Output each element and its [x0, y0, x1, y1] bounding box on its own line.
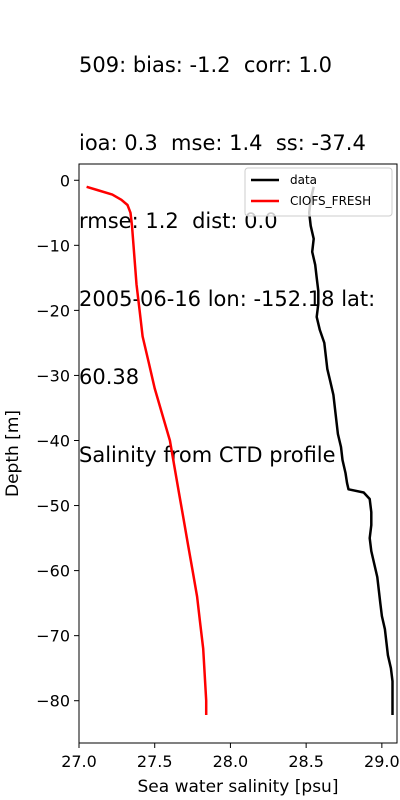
plot-lines [86, 185, 394, 715]
legend-label: CIOFS_FRESH [290, 194, 371, 208]
legend-label: data [290, 173, 317, 187]
legend: data CIOFS_FRESH [244, 167, 393, 217]
y-tick-label: −50 [36, 497, 70, 516]
title-line: rmse: 1.2 dist: 0.0 [79, 209, 278, 233]
title-line: Salinity from CTD profile [79, 443, 336, 467]
legend-box [244, 167, 393, 217]
y-tick-label: −60 [36, 562, 70, 581]
x-axis-label: Sea water salinity [psu] [138, 777, 339, 797]
x-tick-label: 29.0 [364, 752, 400, 771]
y-axis: 0 −10 −20 −30 −40 −50 −60 −70 −80 [36, 171, 79, 711]
title-line: 60.38 [79, 365, 140, 389]
y-axis-label: Depth [m] [3, 410, 23, 497]
y-tick-label: −10 [36, 236, 70, 255]
x-axis: 27.0 27.5 28.0 28.5 29.0 [61, 743, 400, 771]
series-line-ciofs-fresh [86, 185, 208, 715]
y-tick-label: −80 [36, 692, 70, 711]
y-tick-label: −40 [36, 431, 70, 450]
title-line: 509: bias: -1.2 corr: 1.0 [79, 53, 332, 77]
y-tick-label: −20 [36, 301, 70, 320]
plot-frame [78, 163, 398, 744]
y-tick-label: 0 [60, 171, 70, 190]
x-tick-label: 28.5 [288, 752, 324, 771]
series-line-data [307, 186, 394, 715]
x-tick-label: 27.0 [61, 752, 97, 771]
title-line: ioa: 0.3 mse: 1.4 ss: -37.4 [79, 131, 366, 155]
x-tick-label: 27.5 [137, 752, 173, 771]
y-tick-label: −30 [36, 366, 70, 385]
y-tick-label: −70 [36, 627, 70, 646]
x-tick-label: 28.0 [213, 752, 249, 771]
